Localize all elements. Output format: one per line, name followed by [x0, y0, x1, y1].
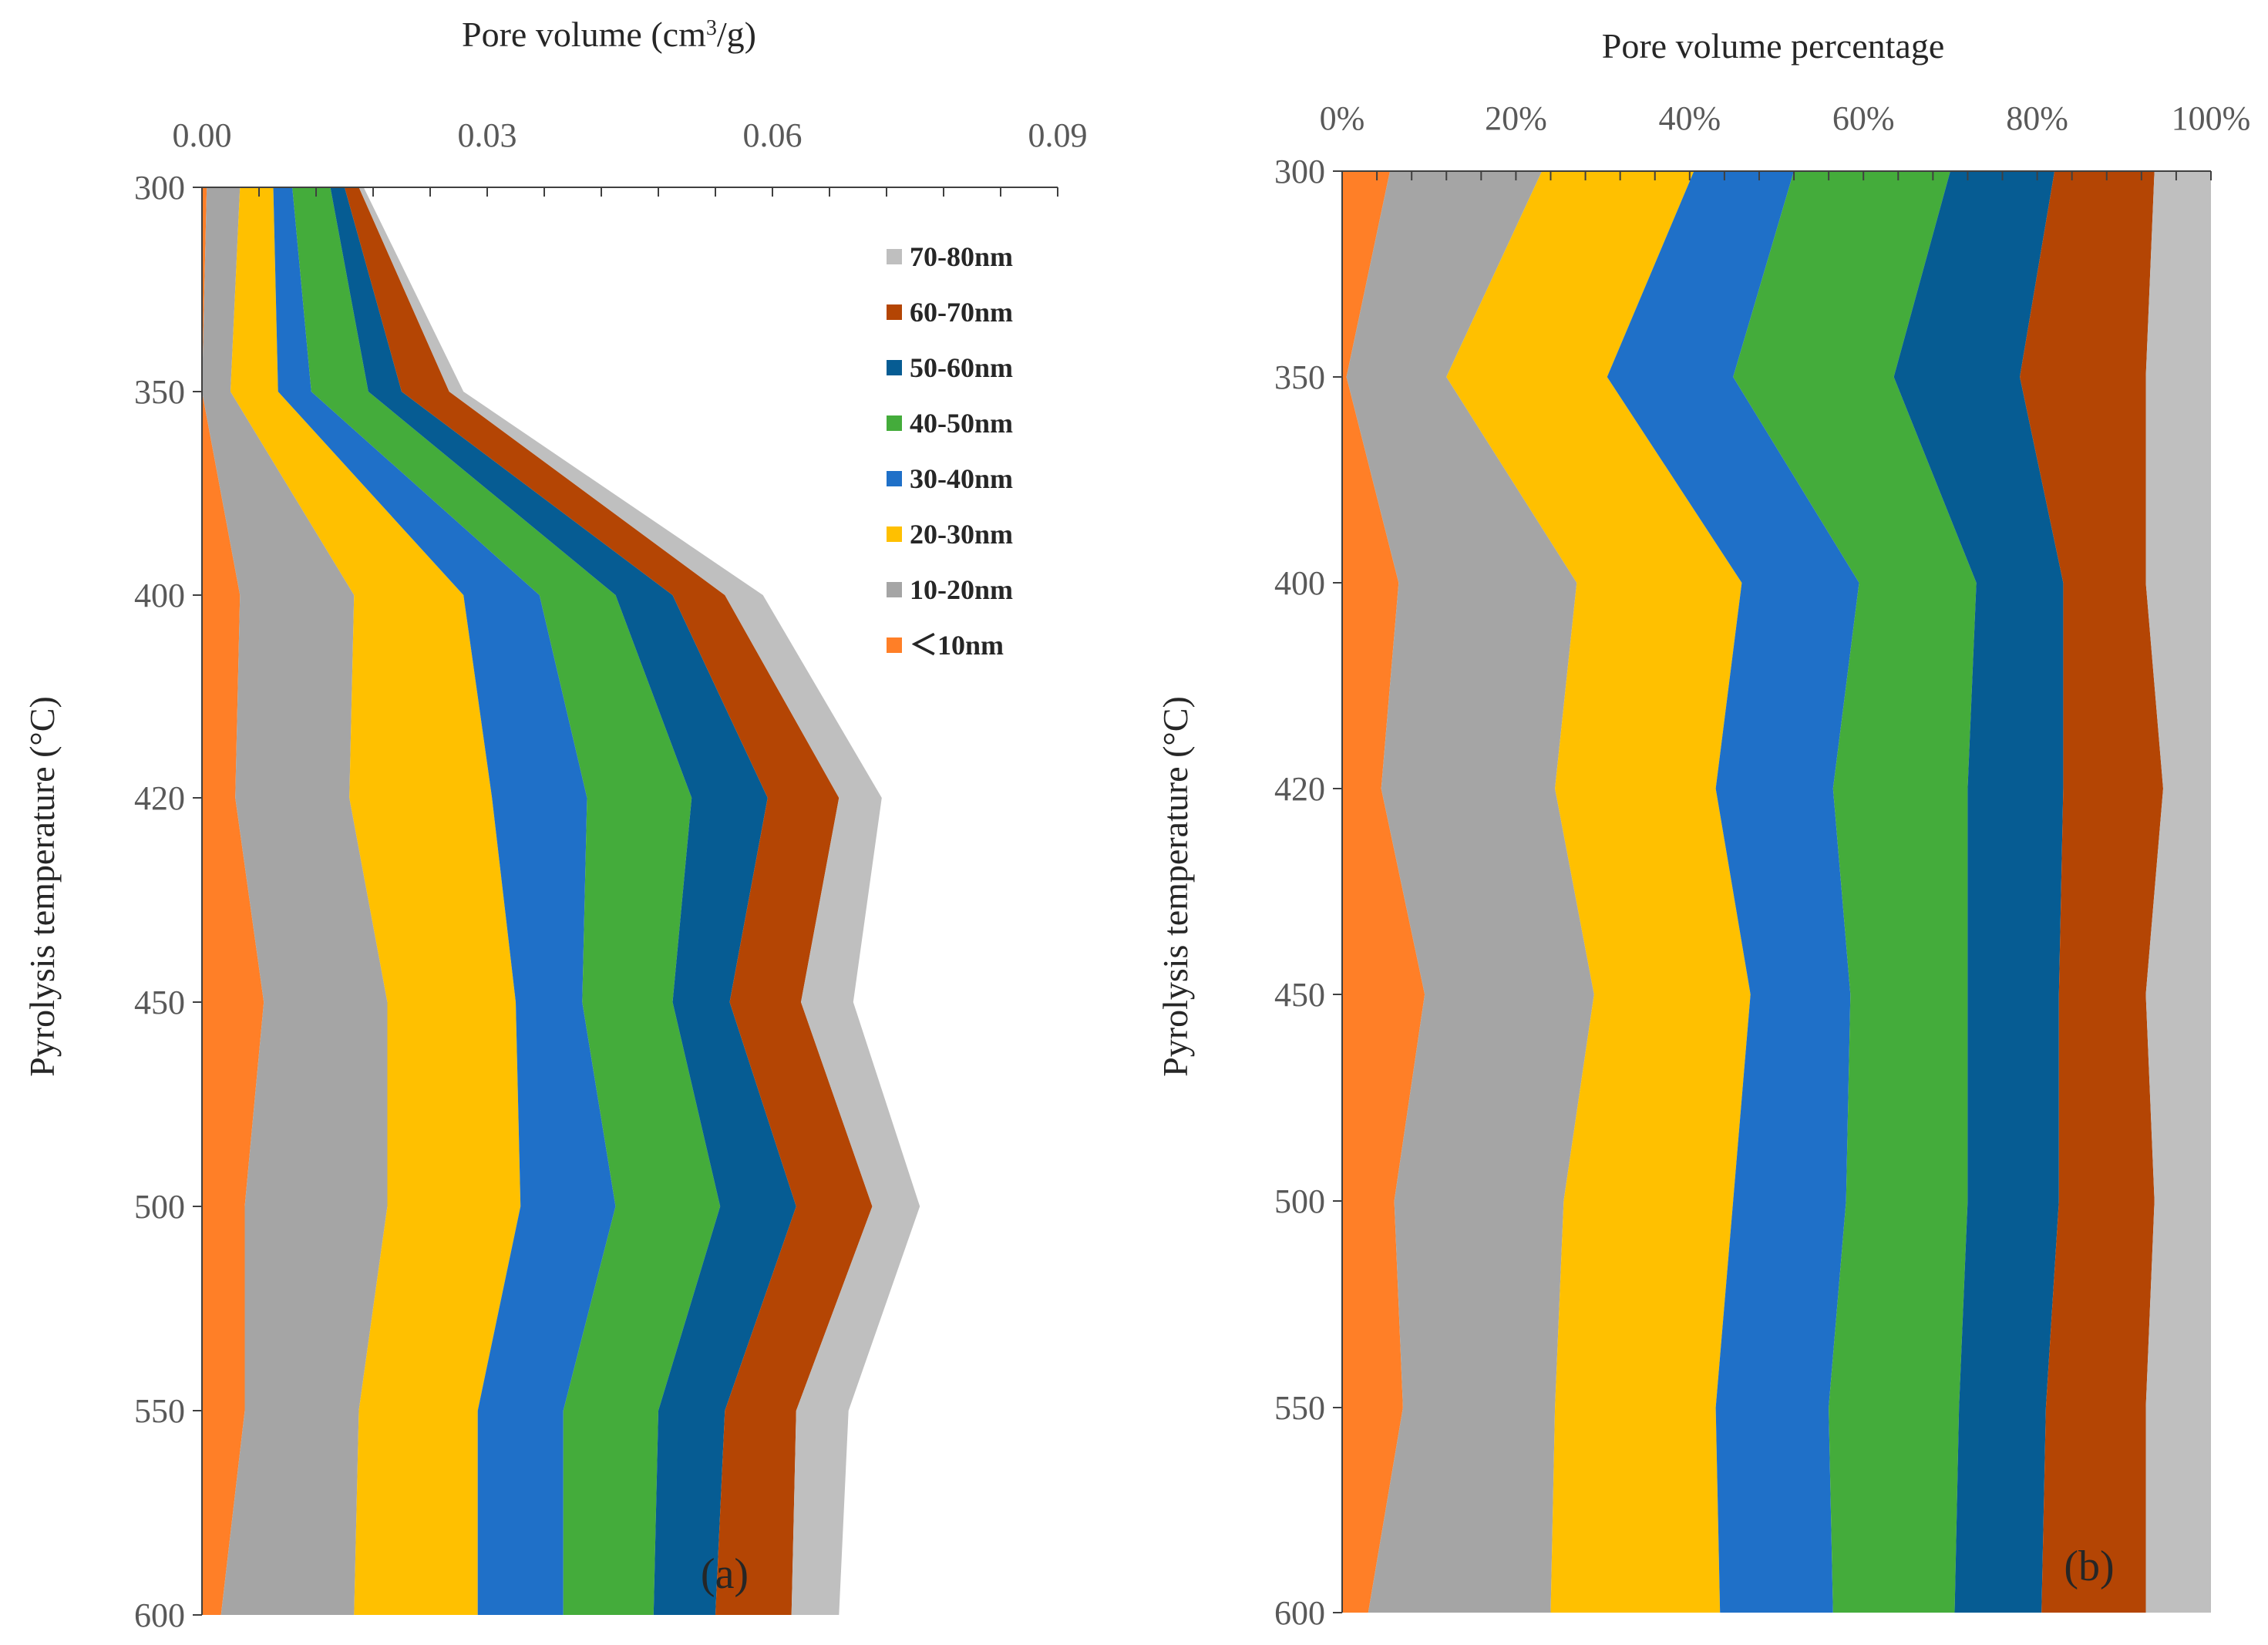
- panel-a-x-tick-label: 0.09: [1028, 116, 1088, 154]
- panel-a-y-tick-label: 300: [134, 169, 185, 207]
- panel-b-x-tick-label: 40%: [1658, 99, 1721, 137]
- panel-b-y-axis-title: Pyrolysis temperature (°C): [1156, 696, 1195, 1077]
- legend-label-20-30nm: 20-30nm: [910, 519, 1013, 550]
- panel-a-area-lt10nm: [202, 187, 264, 1615]
- panel-a-x-tick-label: 0.06: [743, 116, 803, 154]
- panel-b-x-axis-title: Pore volume percentage: [1602, 26, 1944, 66]
- panel-b-y-tick-label: 500: [1274, 1182, 1325, 1220]
- panel-b-area-lt10nm: [1342, 171, 1425, 1613]
- panel-a-area-40-50nm: [292, 187, 721, 1615]
- panel-b-stacked-areas: [1342, 171, 2211, 1613]
- panel-a-area-50-60nm: [330, 187, 796, 1615]
- panel-a-x-axis-title: Pore volume (cm3/g): [462, 15, 756, 54]
- panel-a-x-tick-label: 0.00: [173, 116, 232, 154]
- legend-swatch-30-40nm: [887, 471, 902, 486]
- panel-a-area-60-70nm: [345, 187, 873, 1615]
- panel-a-area-10-20nm: [202, 187, 388, 1615]
- panel-b-area-60-70nm: [2020, 171, 2163, 1613]
- panel-b-area-40-50nm: [1733, 171, 1977, 1613]
- panel-b-y-tick-label: 420: [1274, 770, 1325, 808]
- panel-a-label: (a): [701, 1550, 749, 1598]
- panel-b-axes: 0% 20% 40% 60% 80% 100% 300 350 400 420 450 500 550 6…: [1274, 99, 2250, 1632]
- panel-a-axes: 0.00 0.03 0.06 0.09 300 350 400 420 450 500 550 600: [134, 116, 1088, 1634]
- panel-a: 0.00 0.03 0.06 0.09 300 350 400 420 450 500 550 600…: [22, 15, 1088, 1634]
- panel-a-y-tick-label: 550: [134, 1392, 185, 1430]
- panel-a-legend: 70-80nm 60-70nm 50-60nm 40-50nm 30-40nm 20-30…: [887, 241, 1013, 661]
- panel-a-y-tick-label: 420: [134, 779, 185, 817]
- panel-b-x-tick-label: 0%: [1320, 99, 1365, 137]
- panel-a-area-20-30nm: [231, 187, 521, 1615]
- panel-a-area-30-40nm: [273, 187, 616, 1615]
- panel-a-x-tick-label: 0.03: [458, 116, 517, 154]
- legend-label-40-50nm: 40-50nm: [910, 408, 1013, 439]
- panel-b: 0% 20% 40% 60% 80% 100% 300 350 400 420 450 500 550 6…: [1156, 26, 2250, 1632]
- legend-swatch-lt10nm: [887, 637, 902, 653]
- legend-label-50-60nm: 50-60nm: [910, 352, 1013, 383]
- panel-b-y-tick-label: 300: [1274, 153, 1325, 190]
- panel-b-y-tick-label: 550: [1274, 1389, 1325, 1427]
- panel-a-y-axis-title: Pyrolysis temperature (°C): [22, 696, 62, 1077]
- legend-swatch-50-60nm: [887, 360, 902, 375]
- legend-label-70-80nm: 70-80nm: [910, 241, 1013, 272]
- legend-swatch-40-50nm: [887, 415, 902, 431]
- panel-b-y-tick-label: 450: [1274, 976, 1325, 1014]
- panel-b-area-70-80nm: [2145, 171, 2211, 1613]
- panel-b-x-tick-label: 60%: [1832, 99, 1895, 137]
- panel-a-y-tick-label: 350: [134, 373, 185, 411]
- legend-swatch-10-20nm: [887, 582, 902, 597]
- panel-a-y-tick-label: 400: [134, 577, 185, 614]
- panel-a-y-tick-label: 500: [134, 1188, 185, 1226]
- panel-b-x-tick-label: 100%: [2172, 99, 2251, 137]
- panel-b-y-tick-label: 600: [1274, 1594, 1325, 1632]
- legend-swatch-20-30nm: [887, 526, 902, 542]
- panel-a-y-tick-label: 600: [134, 1596, 185, 1634]
- panel-b-y-tick-label: 350: [1274, 358, 1325, 396]
- panel-b-label: (b): [2064, 1542, 2114, 1590]
- panel-b-y-tick-label: 400: [1274, 564, 1325, 602]
- panel-b-area-30-40nm: [1607, 171, 1859, 1613]
- legend-label-lt10nm: ＜10nm: [910, 630, 1004, 661]
- legend-swatch-60-70nm: [887, 304, 902, 320]
- panel-a-stacked-areas: [202, 187, 920, 1615]
- panel-b-x-tick-label: 20%: [1485, 99, 1547, 137]
- panel-b-area-20-30nm: [1446, 171, 1751, 1613]
- legend-swatch-70-80nm: [887, 249, 902, 264]
- legend-label-10-20nm: 10-20nm: [910, 574, 1013, 605]
- panel-a-y-tick-label: 450: [134, 984, 185, 1021]
- panel-b-area-50-60nm: [1893, 171, 2064, 1613]
- legend-label-30-40nm: 30-40nm: [910, 463, 1013, 494]
- panel-b-x-tick-label: 80%: [2006, 99, 2068, 137]
- legend-label-60-70nm: 60-70nm: [910, 297, 1013, 328]
- panel-b-area-10-20nm: [1346, 171, 1594, 1613]
